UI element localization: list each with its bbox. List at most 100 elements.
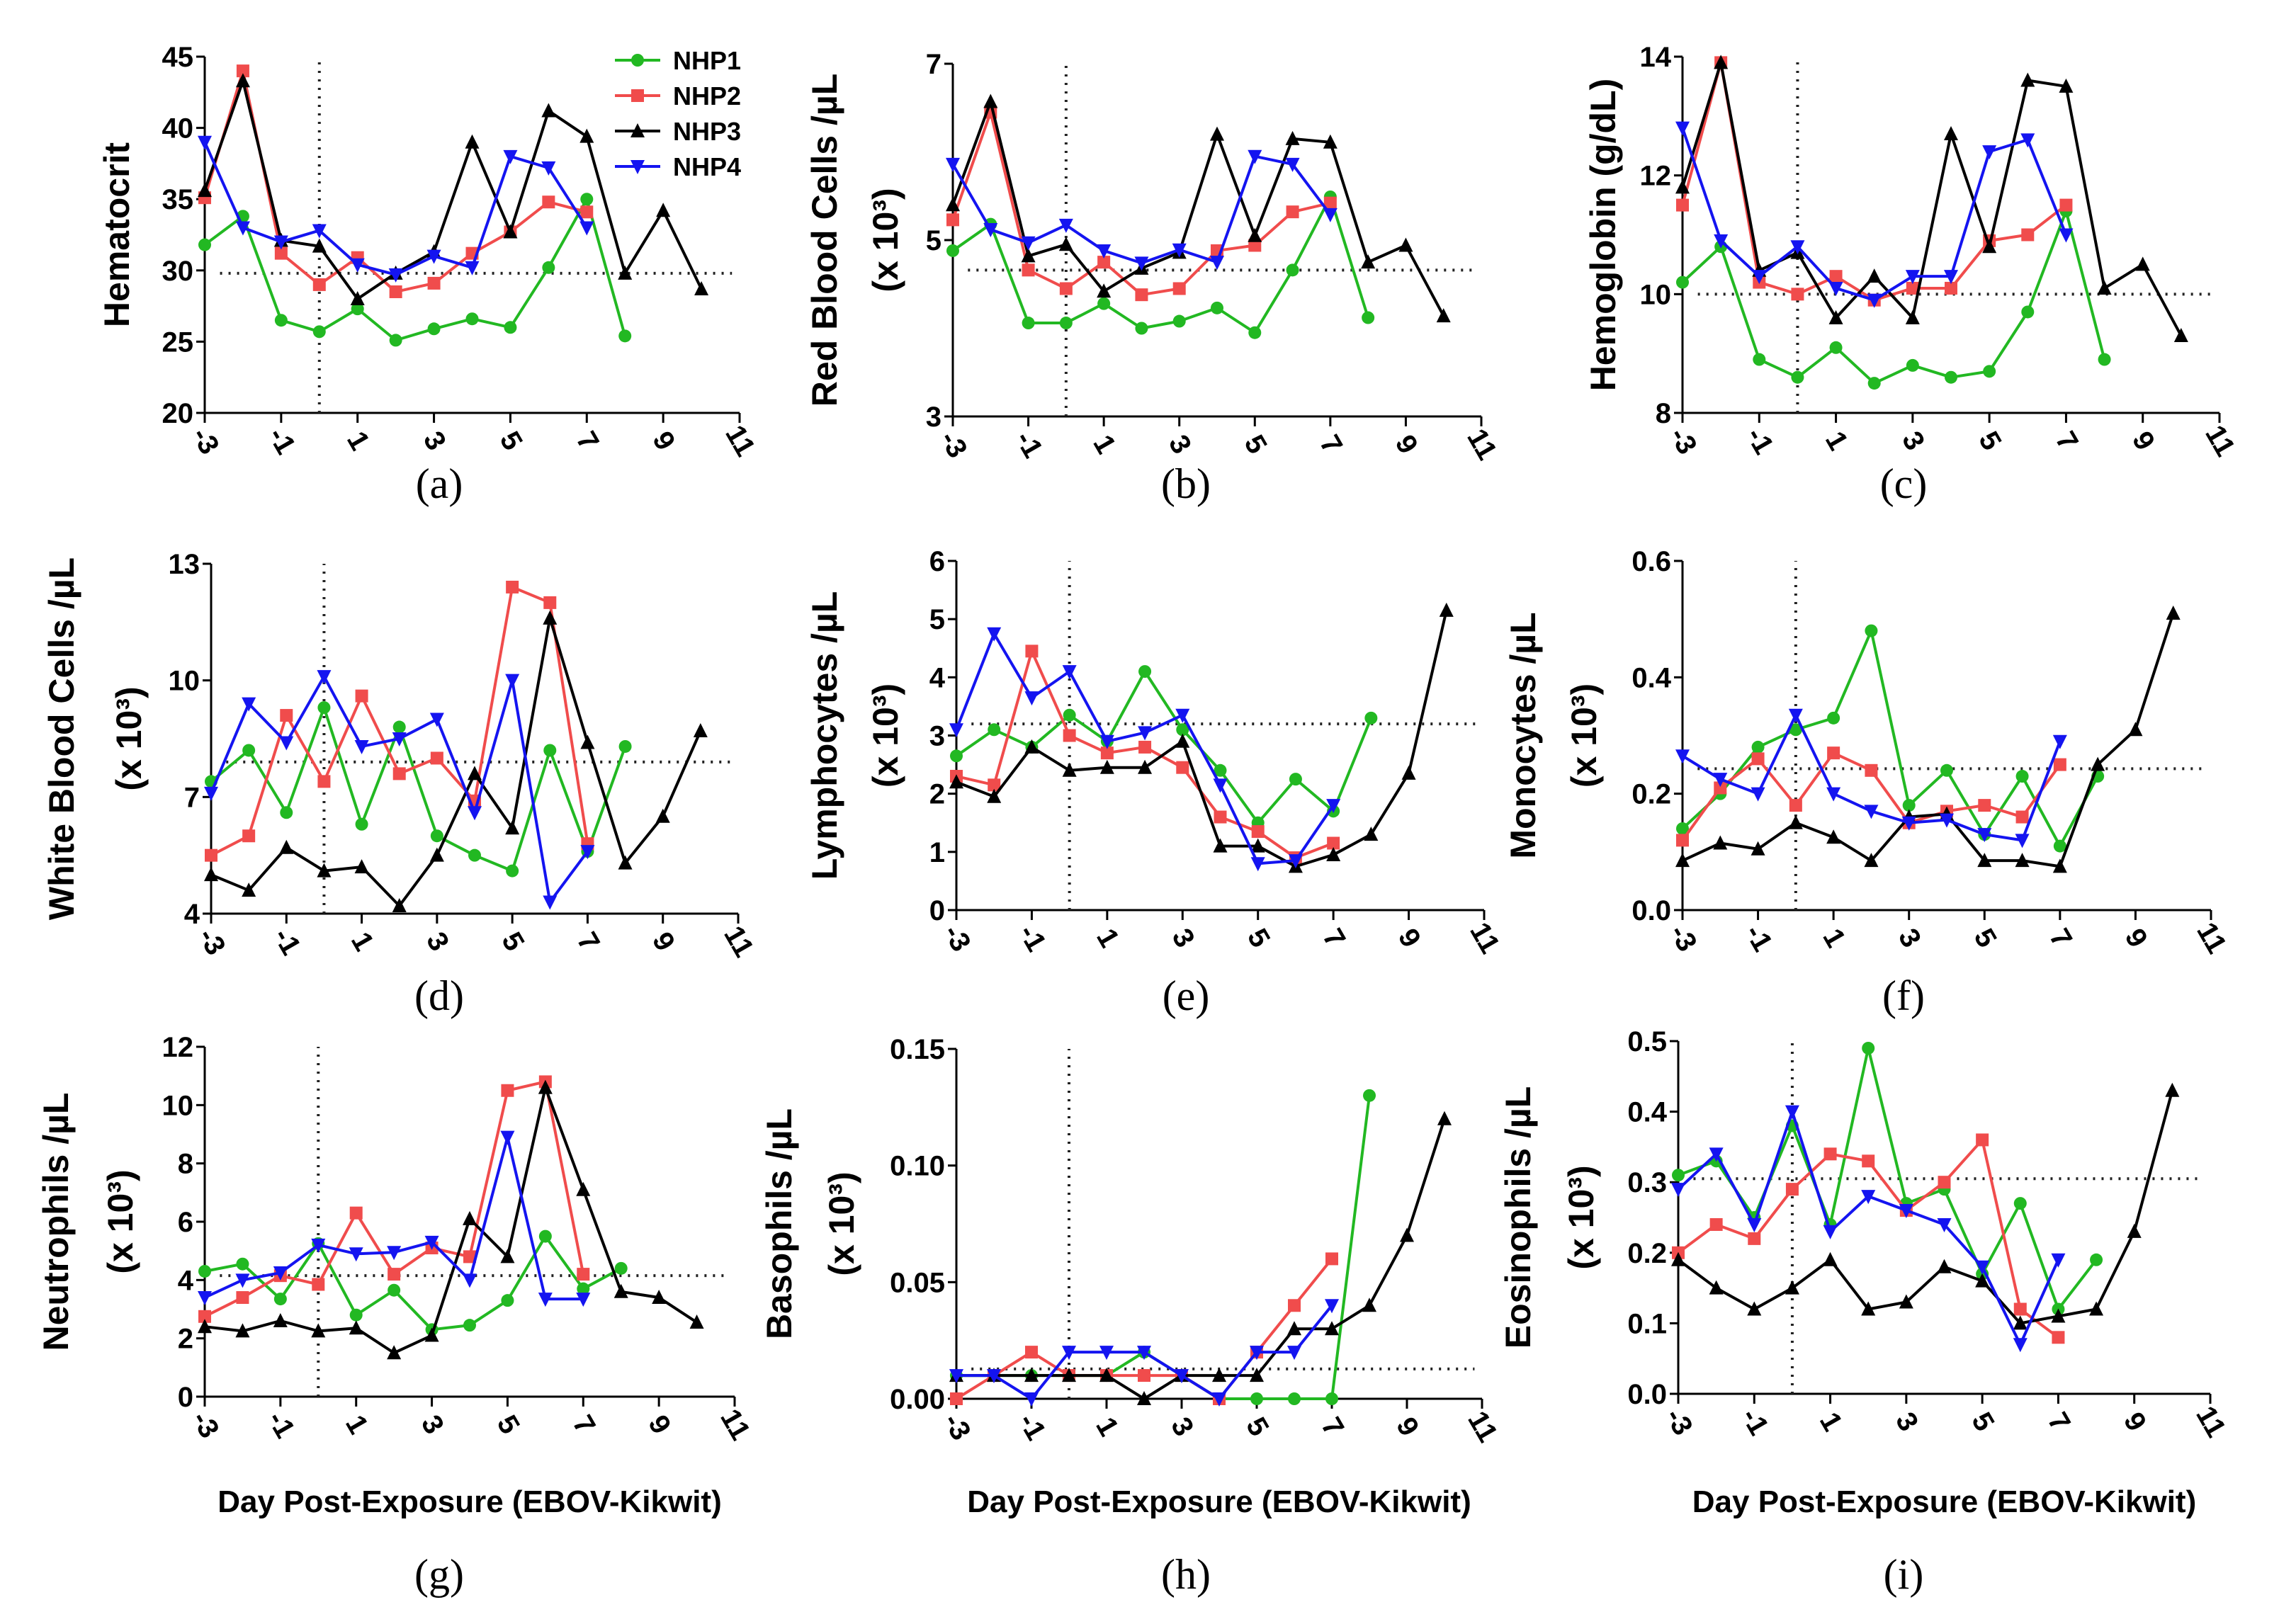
x-tick-label: 5 (1972, 426, 2007, 455)
data-point-nhp2 (1025, 644, 1039, 658)
data-point-nhp1 (274, 314, 288, 327)
data-point-nhp2 (1676, 834, 1689, 847)
data-point-nhp1 (950, 749, 963, 763)
data-point-nhp2 (1823, 1147, 1837, 1161)
data-point-nhp3 (2097, 280, 2112, 295)
x-tick-label: 11 (719, 420, 761, 462)
data-point-nhp3 (242, 882, 256, 897)
data-point-nhp4 (349, 1247, 363, 1262)
series-nhp4 (949, 627, 1341, 872)
data-point-nhp2 (389, 285, 402, 298)
series-nhp4 (1671, 1105, 2066, 1353)
data-point-nhp2 (1323, 196, 1337, 210)
y-axis-unit-label: (x 10³) (822, 1171, 861, 1276)
data-point-nhp3 (468, 766, 482, 780)
y-tick-label: 0.2 (1627, 1238, 1667, 1269)
x-tick-label: 5 (494, 426, 528, 455)
y-tick-label: 6 (929, 546, 945, 577)
data-point-nhp2 (1325, 1252, 1338, 1266)
y-tick-label: 0 (178, 1382, 193, 1413)
data-point-nhp4 (2052, 734, 2067, 749)
x-tick-label: 9 (2126, 426, 2161, 455)
data-point-nhp3 (392, 898, 407, 913)
data-point-nhp4 (1175, 1369, 1189, 1384)
data-point-nhp1 (1751, 740, 1765, 754)
data-point-nhp3 (387, 1345, 402, 1360)
legend-item-nhp2: NHP2 (615, 81, 741, 110)
data-point-nhp3 (1175, 733, 1190, 748)
data-point-nhp2 (1791, 288, 1804, 301)
data-point-nhp3 (1099, 759, 1114, 774)
data-point-nhp2 (317, 775, 331, 788)
data-point-nhp4 (1248, 149, 1262, 164)
data-point-nhp2 (1748, 1232, 1761, 1245)
data-point-nhp4 (505, 674, 520, 688)
data-point-nhp4 (1982, 145, 1997, 160)
series-line-nhp3 (956, 1118, 1446, 1400)
data-point-nhp4 (1323, 208, 1338, 222)
data-point-nhp3 (273, 1312, 288, 1327)
data-point-nhp3 (2128, 722, 2143, 737)
y-tick-label: 0.2 (1631, 779, 1671, 810)
data-point-nhp2 (1248, 239, 1262, 252)
data-point-nhp3 (1826, 829, 1841, 844)
data-point-nhp4 (273, 235, 288, 250)
x-tick-label: -1 (261, 1406, 301, 1443)
data-point-nhp4 (1977, 828, 1992, 843)
y-tick-label: 30 (162, 256, 194, 287)
series-nhp3 (198, 1079, 704, 1360)
data-point-nhp2 (1286, 205, 1299, 219)
series-line-nhp3 (1681, 61, 2183, 336)
data-point-nhp4 (543, 895, 558, 910)
data-point-nhp2 (1709, 1217, 1723, 1231)
data-point-nhp4 (1285, 157, 1300, 172)
y-tick-label: 3 (929, 721, 945, 752)
data-point-nhp4 (424, 1235, 439, 1250)
data-point-nhp2 (2015, 810, 2029, 824)
y-tick-label: 45 (162, 42, 194, 73)
x-tick-label: 11 (714, 1404, 756, 1446)
data-point-nhp4 (579, 221, 594, 236)
data-point-nhp4 (500, 1130, 515, 1145)
data-point-nhp4 (1024, 691, 1039, 706)
data-point-nhp3 (694, 280, 709, 295)
data-point-nhp3 (429, 847, 444, 862)
data-point-nhp3 (2127, 1223, 2142, 1238)
y-tick-label: 2 (929, 779, 945, 810)
data-point-nhp1 (312, 325, 326, 339)
data-point-nhp1 (1059, 317, 1073, 330)
x-tick-label: 5 (495, 927, 530, 956)
y-axis-title: Hemoglobin (g/dL) (1583, 79, 1623, 392)
data-point-nhp3 (1137, 1391, 1151, 1405)
data-point-nhp3 (1899, 1294, 1913, 1309)
x-tick-label: 3 (420, 927, 455, 956)
data-point-nhp2 (1172, 282, 1186, 295)
series-line-nhp1 (210, 706, 627, 873)
data-point-nhp4 (576, 1293, 591, 1307)
y-tick-label: 0.00 (890, 1384, 945, 1415)
data-point-nhp3 (1138, 759, 1153, 774)
data-point-nhp3 (1975, 1273, 1990, 1288)
data-point-nhp3 (1713, 835, 1728, 850)
series-line-nhp1 (951, 195, 1370, 334)
series-nhp3 (949, 602, 1454, 873)
series-nhp3 (1675, 605, 2181, 873)
data-point-nhp3 (579, 128, 594, 143)
data-point-nhp3 (1062, 762, 1077, 777)
data-point-nhp1 (577, 1282, 590, 1295)
data-point-nhp3 (2089, 1301, 2104, 1316)
data-point-nhp1 (1672, 1169, 1685, 1182)
data-point-nhp1 (236, 1257, 249, 1271)
y-tick-label: 5 (926, 225, 941, 256)
legend-label: NHP1 (673, 46, 741, 75)
data-point-nhp2 (1714, 781, 1727, 795)
data-point-nhp1 (2015, 770, 2029, 783)
series-nhp2 (946, 106, 1337, 302)
data-point-nhp3 (1675, 853, 1690, 868)
x-tick-label: 1 (339, 1410, 374, 1439)
legend-marker-square-icon (631, 89, 644, 102)
